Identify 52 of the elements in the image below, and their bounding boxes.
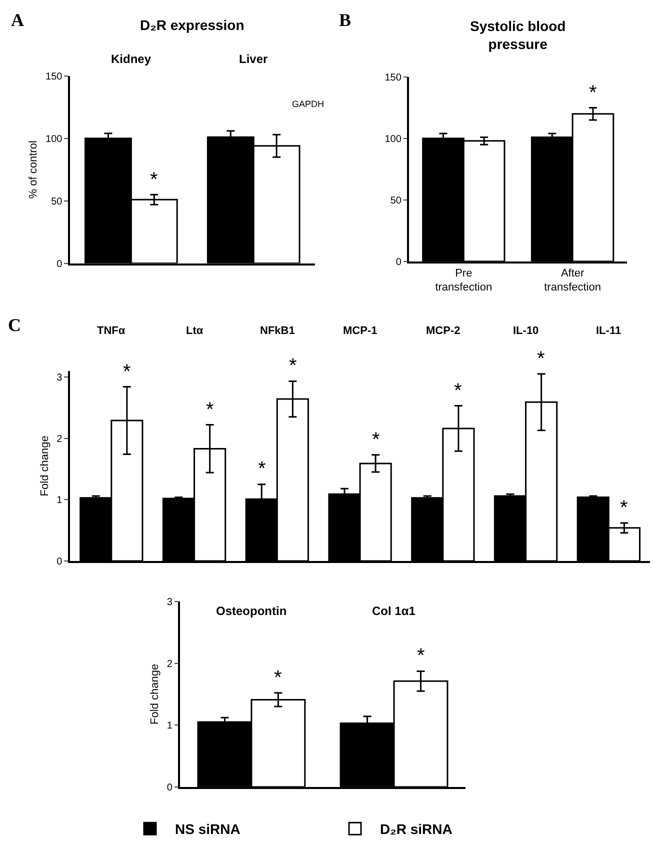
data-label: * [274,667,282,689]
text: B [339,10,352,30]
chart-title: Systolic blood pressure [470,18,566,52]
x-tick-label: MCP-2 [426,325,460,337]
data-label: * [258,458,266,480]
data-label: * [123,361,131,383]
y-axis-title: Fold change [38,436,51,496]
y-tick-label: 50 [51,196,63,208]
data-label: * [289,355,297,377]
legend-label: D₂R siRNA [380,821,452,838]
y-tick-label: 2 [166,658,173,670]
data-label: * [417,645,425,667]
data-label: * [620,497,628,519]
y-tick-label: 100 [384,134,402,145]
x-tick-label: MCP-1 [343,325,378,337]
y-tick-label: 0 [56,258,63,270]
x-tick-label: Ltα [186,325,204,337]
x-tick-label: IL-11 [596,325,622,337]
x-tick-label: Osteopontin [216,604,287,618]
x-tick-label: Pre transfection [435,267,492,294]
x-tick-label: Kidney [111,52,152,66]
y-tick-label: 0 [56,556,63,568]
y-tick-label: 1 [56,495,63,506]
x-tick-label: Liver [239,52,268,66]
data-label: * [372,429,380,451]
x-tick-label: NFkB1 [260,325,295,337]
data-label: * [206,399,214,421]
y-tick-label: 150 [384,72,402,84]
data-label: * [537,348,545,370]
y-axis-title: % of control [28,140,40,199]
text: C [8,315,21,335]
y-tick-label: 2 [56,434,63,445]
text: A [11,10,24,30]
data-label: * [454,380,462,402]
y-tick-label: 3 [166,596,173,608]
chart-title: D₂R expression [140,17,244,33]
x-tick-label: TNFα [97,325,126,337]
y-tick-label: 3 [56,372,63,384]
x-tick-label: After transfection [544,267,601,294]
x-tick-label: Col 1α1 [372,604,416,618]
data-label: * [589,82,597,104]
y-axis-title: Fold change [149,664,162,724]
y-tick-label: 0 [396,256,402,268]
y-tick-label: 100 [46,134,63,145]
y-tick-label: 0 [166,782,173,794]
y-tick-label: 1 [166,720,173,732]
legend-label: NS siRNA [175,821,240,838]
data-label: * [150,169,158,191]
y-tick-label: 150 [46,71,63,82]
y-tick-label: 50 [390,195,402,206]
x-tick-label: IL-10 [513,325,539,337]
annotation: GAPDH [292,99,324,109]
